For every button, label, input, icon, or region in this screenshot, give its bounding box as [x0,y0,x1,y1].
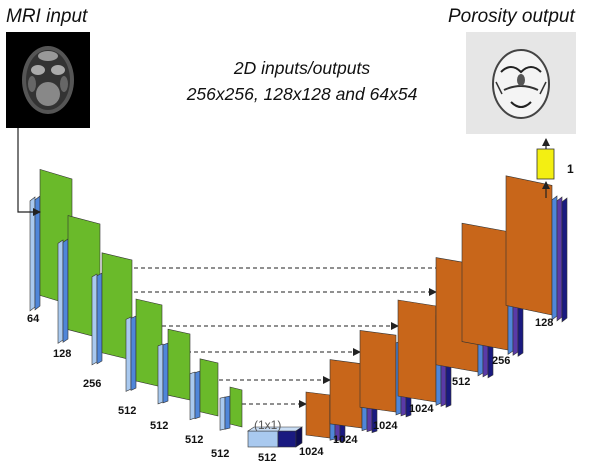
encoder-stripe-blue [224,395,231,430]
encoder-stripe-light [189,371,196,421]
decoder-stripe-blue [551,195,558,321]
encoder-stripe-light [125,316,132,392]
bottleneck-note: (1x1) [254,418,282,432]
decoder-label-512: 512 [452,376,471,388]
encoder-face [199,358,219,417]
encoder-block-3 [125,298,163,392]
decoder-face [329,359,363,429]
decoder-face [305,391,331,439]
encoder-block-2 [91,252,133,366]
output-conv-box [536,148,555,180]
bottleneck-dark [277,430,297,448]
encoder-stripe-light [219,396,226,431]
encoder-label-256: 256 [83,378,102,390]
decoder-label-256: 256 [492,355,511,367]
encoder-block-5 [189,358,219,421]
caption-line-2: 256x256, 128x128 and 64x54 [186,84,418,104]
decoder-label-1024-d: 1024 [409,403,434,415]
encoder-label-128: 128 [53,348,72,360]
encoder-stripe-light [157,343,164,405]
encoder-stripe-blue [130,315,137,391]
encoder-stripe-light [91,273,98,366]
decoder-block-6 [505,175,568,323]
encoder-label-64: 64 [27,313,40,325]
encoder-label-512-c: 512 [185,434,204,446]
mri-input-image [6,32,90,128]
output-label: Porosity output [448,6,575,27]
encoder-stripe-blue [96,272,103,365]
decoder-face [397,299,437,403]
porosity-output-image [466,32,576,134]
input-arrow [17,128,41,216]
encoder-label-512-b: 512 [150,420,169,432]
input-label: MRI input [6,6,88,27]
decoder-label-1024-a: 1024 [299,446,324,458]
decoder-face [359,330,397,413]
decoder-stripe-purple [556,196,563,322]
encoder-label-512-d: 512 [211,448,230,460]
decoder-label-1024-b: 1024 [333,434,358,446]
decoder-face [505,175,553,316]
encoder-face [229,386,243,428]
encoder-stripe-light [29,196,36,312]
bottleneck-side [295,426,303,448]
encoder-block-6 [219,386,243,431]
decoder-label-128: 128 [535,317,554,329]
encoder-stripe-blue [194,370,201,420]
encoder-face [167,328,191,401]
encoder-stripe-blue [162,342,169,404]
bottleneck-block [247,426,303,448]
caption-line-1: 2D inputs/outputs [233,58,371,78]
decoder-face [461,222,509,351]
bottleneck-label: 512 [258,452,277,464]
output-channel-label: 1 [567,162,574,176]
encoder-stripe-blue [62,238,69,343]
encoder-stripe-blue [34,195,41,311]
bottleneck-light [247,430,279,448]
encoder-block-4 [157,328,191,405]
encoder-label-512-a: 512 [118,405,137,417]
decoder-stripe-navy [561,197,568,323]
encoder-stripe-light [57,239,64,344]
decoder-label-1024-c: 1024 [373,420,398,432]
